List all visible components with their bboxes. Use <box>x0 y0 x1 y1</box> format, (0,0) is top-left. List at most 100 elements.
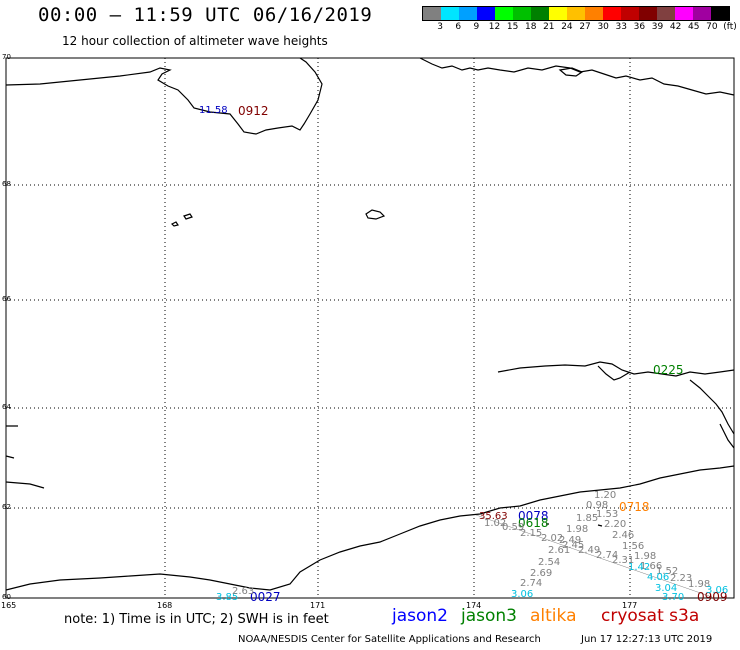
lon-label-174: 174 <box>466 601 482 610</box>
lat-label-62: 62 <box>2 503 11 511</box>
footer-source: NOAA/NESDIS Center for Satellite Applica… <box>238 634 541 645</box>
lon-label-168: 168 <box>157 601 173 610</box>
legend-label: 42 <box>669 22 682 32</box>
wave-height-value: 1.02 <box>484 518 507 529</box>
satellite-pass-time-label: 0909 <box>697 590 728 604</box>
legend-label: 18 <box>524 22 537 32</box>
map-title: 00:00 – 11:59 UTC 06/16/2019 <box>38 4 373 26</box>
wave-height-value: 3.06 <box>511 589 534 600</box>
wave-height-value: 1.20 <box>594 490 617 501</box>
island-wrangel <box>365 209 386 220</box>
wave-height-value: 1.56 <box>622 541 645 552</box>
lon-label-165: 165 <box>1 601 17 610</box>
legend-swatch <box>531 7 549 20</box>
wave-height-value: 2.46 <box>612 530 635 541</box>
legend-label: 3 <box>437 22 443 32</box>
longitude-gridlines <box>164 58 631 598</box>
legend-swatch <box>549 7 567 20</box>
latitude-gridlines <box>6 57 734 509</box>
wave-height-value: 1.52 <box>656 566 679 577</box>
wave-height-value: 2.31 <box>612 555 635 566</box>
wave-height-value: 2.49 <box>578 545 601 556</box>
legend-swatch <box>675 7 693 20</box>
legend-label: 70 <box>706 22 718 32</box>
altimeter-track <box>475 514 713 598</box>
wave-height-value: 1.53 <box>596 509 619 520</box>
legend-label: 9 <box>473 22 480 32</box>
legend-swatch <box>423 7 441 20</box>
legend-swatch <box>513 7 531 20</box>
satellite-pass-time-label: 0225 <box>653 363 684 377</box>
wave-height-value: 2.15 <box>520 528 543 539</box>
island-small <box>170 213 193 227</box>
wave-height-value: 35.63 <box>479 511 508 522</box>
wave-height-value: 1.66 <box>640 561 663 572</box>
wave-height-value: 2.54 <box>538 557 561 568</box>
mission-jason3: jason3 <box>461 606 517 626</box>
lat-label-64: 64 <box>2 403 11 411</box>
satellite-pass-time-label: 0027 <box>250 590 281 604</box>
units-note: note: 1) Time is in UTC; 2) SWH is in fe… <box>64 612 329 627</box>
footer-timestamp: Jun 17 12:27:13 UTC 2019 <box>581 634 713 645</box>
legend-label: 6 <box>455 22 462 32</box>
wave-height-value: 2.61 <box>548 545 571 556</box>
wave-height-value: 4.06 <box>647 572 670 583</box>
wave-height-value: 2.74 <box>596 550 619 561</box>
wave-height-value: 0.98 <box>586 500 609 511</box>
coastline-east <box>419 57 735 96</box>
lat-label-70: 70 <box>2 53 11 61</box>
wave-height-value: 1.98 <box>688 579 711 590</box>
legend-label: 45 <box>688 22 700 32</box>
legend-swatch <box>639 7 657 20</box>
island-east <box>558 67 584 77</box>
legend-swatch <box>657 7 675 20</box>
lon-label-171: 171 <box>310 601 326 610</box>
wave-height-value: 2.20 <box>604 519 627 530</box>
legend-label: (ft) <box>723 22 737 32</box>
lat-label-60: 60 <box>2 593 11 601</box>
legend-label: 24 <box>561 22 573 32</box>
legend-swatch <box>495 7 513 20</box>
mission-cryosat: cryosat s3a <box>601 606 700 626</box>
coastline-left-small <box>5 425 45 489</box>
wave-height-value: 1.98 <box>566 524 589 535</box>
wave-height-value: 2.74 <box>520 578 543 589</box>
mission-jason2: jason2 <box>392 606 448 626</box>
legend-label: 21 <box>543 22 555 32</box>
satellite-pass-time-label: 0718 <box>619 500 650 514</box>
legend-label: 36 <box>633 22 646 32</box>
island-st-lawrence-markers <box>546 523 603 527</box>
wave-height-value: 3.04 <box>655 583 678 594</box>
legend-label: 39 <box>651 22 664 32</box>
legend-label: 27 <box>579 22 591 32</box>
mission-altika: altika <box>530 606 577 626</box>
wave-height-value: 2.69 <box>530 568 553 579</box>
satellite-pass-time-label: 0912 <box>238 104 269 118</box>
wave-height-value: 3.70 <box>662 592 685 603</box>
legend-swatch <box>477 7 495 20</box>
legend-label: 12 <box>488 22 501 32</box>
wave-height-value: 2.02 <box>541 533 564 544</box>
wave-height-value: 11.58 <box>199 105 228 116</box>
legend-label: 15 <box>506 22 519 32</box>
wave-height-value: 2.49 <box>559 535 582 546</box>
wave-height-color-legend <box>422 6 730 21</box>
legend-swatch <box>711 7 729 20</box>
legend-labels: 3 6 9 12 15 18 21 24 27 30 33 36 39 42 45 70 (ft) <box>422 22 737 34</box>
wave-height-value: 3.06 <box>706 585 729 596</box>
wave-height-value: 1.85 <box>576 513 599 524</box>
lon-label-177: 177 <box>622 601 638 610</box>
wave-height-value: 1.98 <box>634 551 657 562</box>
wave-height-value: 1.42 <box>628 562 651 573</box>
legend-swatch <box>585 7 603 20</box>
legend-swatch <box>693 7 711 20</box>
wave-height-value: 2.45 <box>562 540 585 551</box>
legend-swatch <box>567 7 585 20</box>
satellite-pass-time-label: 0618 <box>518 516 549 530</box>
coastline-alaska-seward <box>497 361 735 449</box>
wave-height-value: 0.59 <box>502 522 525 533</box>
legend-swatch <box>459 7 477 20</box>
lat-label-66: 66 <box>2 295 11 303</box>
wave-height-value: 2.63 <box>232 586 255 597</box>
